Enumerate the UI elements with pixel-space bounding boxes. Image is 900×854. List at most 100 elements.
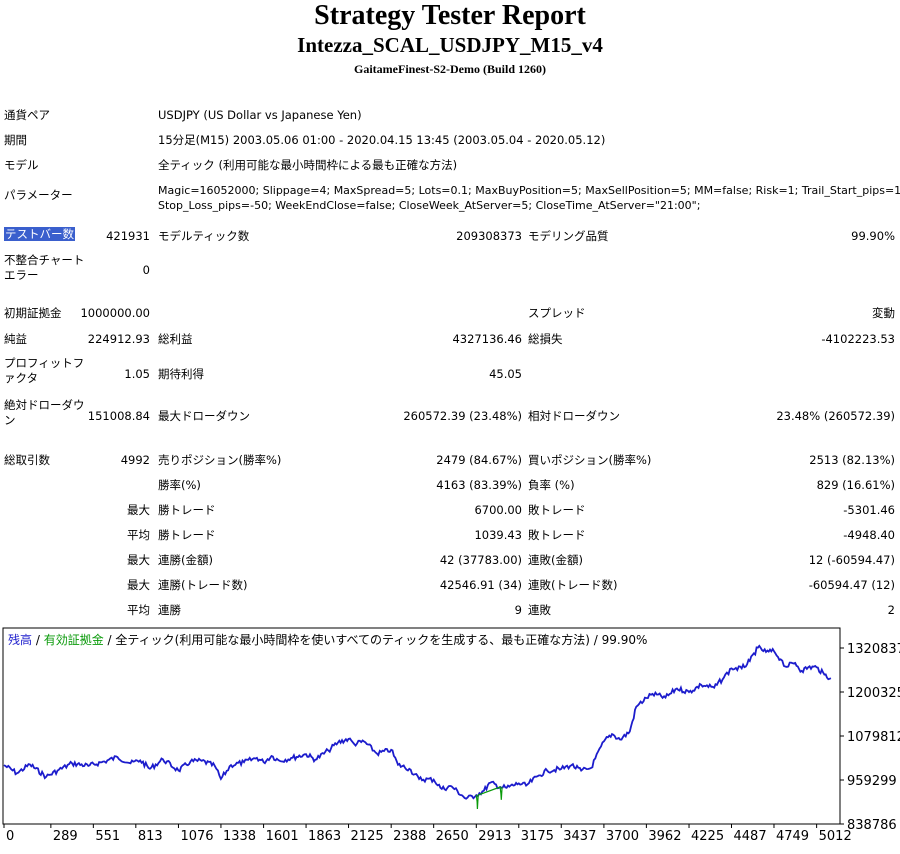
x-tick-label: 551 — [95, 829, 120, 844]
ea-name: Intezza_SCAL_USDJPY_M15_v4 — [297, 33, 603, 57]
parameters-line-1: Magic=16052000; Slippage=4; MaxSpread=5;… — [158, 184, 900, 197]
gross-profit-label: 総利益 — [158, 332, 193, 346]
average-profit-trade-label: 勝トレード — [158, 528, 216, 542]
x-tick-label: 1076 — [180, 829, 213, 844]
profit-factor-label: プロフィットファクタ — [4, 356, 85, 385]
max-consecutive-wins-trades-label: 連勝(トレード数) — [158, 578, 248, 592]
average-consecutive-label: 平均 — [127, 603, 150, 617]
largest-profit-trade-value: 6700.00 — [474, 503, 522, 517]
maximum-label: 最大 — [127, 553, 150, 567]
x-tick-label: 3437 — [563, 829, 596, 844]
y-tick-label: 1200325 — [847, 686, 900, 701]
average-loss-trade-label: 敗トレード — [528, 528, 586, 542]
chart-curves — [3, 644, 832, 810]
max-consecutive-wins-trades-value: 42546.91 (34) — [439, 578, 522, 592]
avg-consecutive-losses-value: 2 — [887, 603, 895, 617]
model-ticks-value: 209308373 — [456, 229, 522, 243]
max-consecutive-wins-amount-label: 連勝(金額) — [158, 553, 213, 567]
expected-payoff-value: 45.05 — [489, 367, 522, 381]
max-consecutive-losses-trades-value: -60594.47 (12) — [808, 578, 895, 592]
period-value: 15分足(M15) 2003.05.06 01:00 - 2020.04.15 … — [158, 133, 606, 147]
absolute-drawdown-label: 絶対ドローダウン — [4, 398, 85, 427]
long-positions-label: 買いポジション(勝率%) — [528, 453, 652, 467]
test-bars-value: 421931 — [106, 229, 150, 243]
x-tick-label: 5012 — [819, 829, 852, 844]
spread-value: 変動 — [872, 306, 895, 320]
report-title: Strategy Tester Report — [314, 0, 586, 31]
y-tick-label: 838786 — [847, 818, 897, 833]
modeling-quality-value: 99.90% — [851, 229, 895, 243]
legend-equity: 有効証拠金 — [43, 633, 104, 647]
x-tick-label: 2650 — [436, 829, 469, 844]
short-positions-value: 2479 (84.67%) — [436, 453, 522, 467]
x-tick-label: 289 — [53, 829, 78, 844]
y-tick-label: 1079812 — [847, 730, 900, 745]
absolute-drawdown-value: 151008.84 — [87, 409, 150, 423]
x-tick-label: 4749 — [776, 829, 809, 844]
modeling-quality-label: モデリング品質 — [528, 229, 609, 243]
avg-consecutive-losses-label: 連敗 — [528, 603, 551, 617]
profit-factor-value: 1.05 — [124, 367, 150, 381]
max-consecutive-wins-amount-value: 42 (37783.00) — [439, 553, 522, 567]
pair-label: 通貨ペア — [4, 108, 50, 122]
max-consecutive-losses-trades-label: 連敗(トレード数) — [528, 578, 618, 592]
pair-value: USDJPY (US Dollar vs Japanese Yen) — [158, 108, 362, 122]
balance-line — [3, 644, 832, 800]
long-positions-value: 2513 (82.13%) — [809, 453, 895, 467]
largest-label: 最大 — [127, 503, 150, 517]
x-tick-label: 813 — [138, 829, 163, 844]
largest-loss-trade-label: 敗トレード — [528, 503, 586, 517]
x-tick-label: 2388 — [393, 829, 426, 844]
x-tick-label: 1338 — [223, 829, 256, 844]
profit-trades-value: 4163 (83.39%) — [436, 478, 522, 492]
average-loss-trade-value: -4948.40 — [843, 528, 895, 542]
test-bars-label[interactable]: テストバー数 — [4, 227, 75, 241]
x-tick-label: 2125 — [351, 829, 384, 844]
balance-chart: 1320837 1200325 1079812 959299 838786 0 289 55… — [2, 627, 900, 844]
legend-separator: / — [32, 633, 44, 647]
parameters-line-2: Stop_Loss_pips=-50; WeekEndClose=false; … — [158, 199, 701, 212]
average-profit-trade-value: 1039.43 — [474, 528, 522, 542]
loss-trades-value: 829 (16.61%) — [816, 478, 895, 492]
net-profit-value: 224912.93 — [87, 332, 150, 346]
model-label: モデル — [4, 158, 39, 172]
legend-balance: 残高 — [8, 633, 33, 647]
max-consecutive-losses-amount-value: 12 (-60594.47) — [808, 553, 895, 567]
x-tick-label: 1863 — [308, 829, 341, 844]
parameters-label: パラメーター — [4, 188, 73, 202]
net-profit-label: 純益 — [4, 332, 27, 346]
profit-trades-label: 勝率(%) — [158, 478, 201, 492]
average-label: 平均 — [127, 528, 150, 542]
model-value: 全ティック (利用可能な最小時間枠による最も正確な方法) — [158, 158, 458, 172]
relative-drawdown-label: 相対ドローダウン — [528, 409, 620, 423]
equity-line — [475, 786, 503, 810]
largest-profit-trade-label: 勝トレード — [158, 503, 216, 517]
max-consecutive-losses-amount-label: 連敗(金額) — [528, 553, 583, 567]
short-positions-label: 売りポジション(勝率%) — [158, 453, 282, 467]
relative-drawdown-value: 23.48% (260572.39) — [776, 409, 895, 423]
server-build: GaitameFinest-S2-Demo (Build 1260) — [354, 62, 546, 76]
y-tick-label: 959299 — [847, 774, 897, 789]
chart-plot-area — [2, 627, 841, 825]
x-tick-label: 1601 — [266, 829, 299, 844]
maximal-label: 最大 — [127, 578, 150, 592]
initial-deposit-value: 1000000.00 — [80, 306, 150, 320]
mismatch-errors-value: 0 — [142, 263, 150, 277]
x-tick-label: 3175 — [521, 829, 554, 844]
spread-label: スプレッド — [528, 306, 586, 320]
x-tick-label: 4487 — [734, 829, 767, 844]
avg-consecutive-wins-value: 9 — [514, 603, 522, 617]
mismatch-errors-label: 不整合チャートエラー — [4, 253, 85, 282]
expected-payoff-label: 期待利得 — [158, 367, 204, 381]
initial-deposit-label: 初期証拠金 — [4, 306, 62, 320]
maximal-drawdown-label: 最大ドローダウン — [158, 409, 250, 423]
x-tick-label: 3962 — [648, 829, 681, 844]
total-trades-value: 4992 — [120, 453, 150, 467]
avg-consecutive-wins-label: 連勝 — [158, 603, 181, 617]
largest-loss-trade-value: -5301.46 — [843, 503, 895, 517]
x-tick-label: 2913 — [478, 829, 511, 844]
loss-trades-label: 負率 (%) — [528, 478, 575, 492]
total-trades-label: 総取引数 — [4, 453, 50, 467]
legend-description: / 全ティック(利用可能な最小時間枠を使いすべてのティックを生成する、最も正確な… — [103, 633, 648, 647]
chart-y-ticks: 1320837 1200325 1079812 959299 838786 — [840, 642, 900, 833]
